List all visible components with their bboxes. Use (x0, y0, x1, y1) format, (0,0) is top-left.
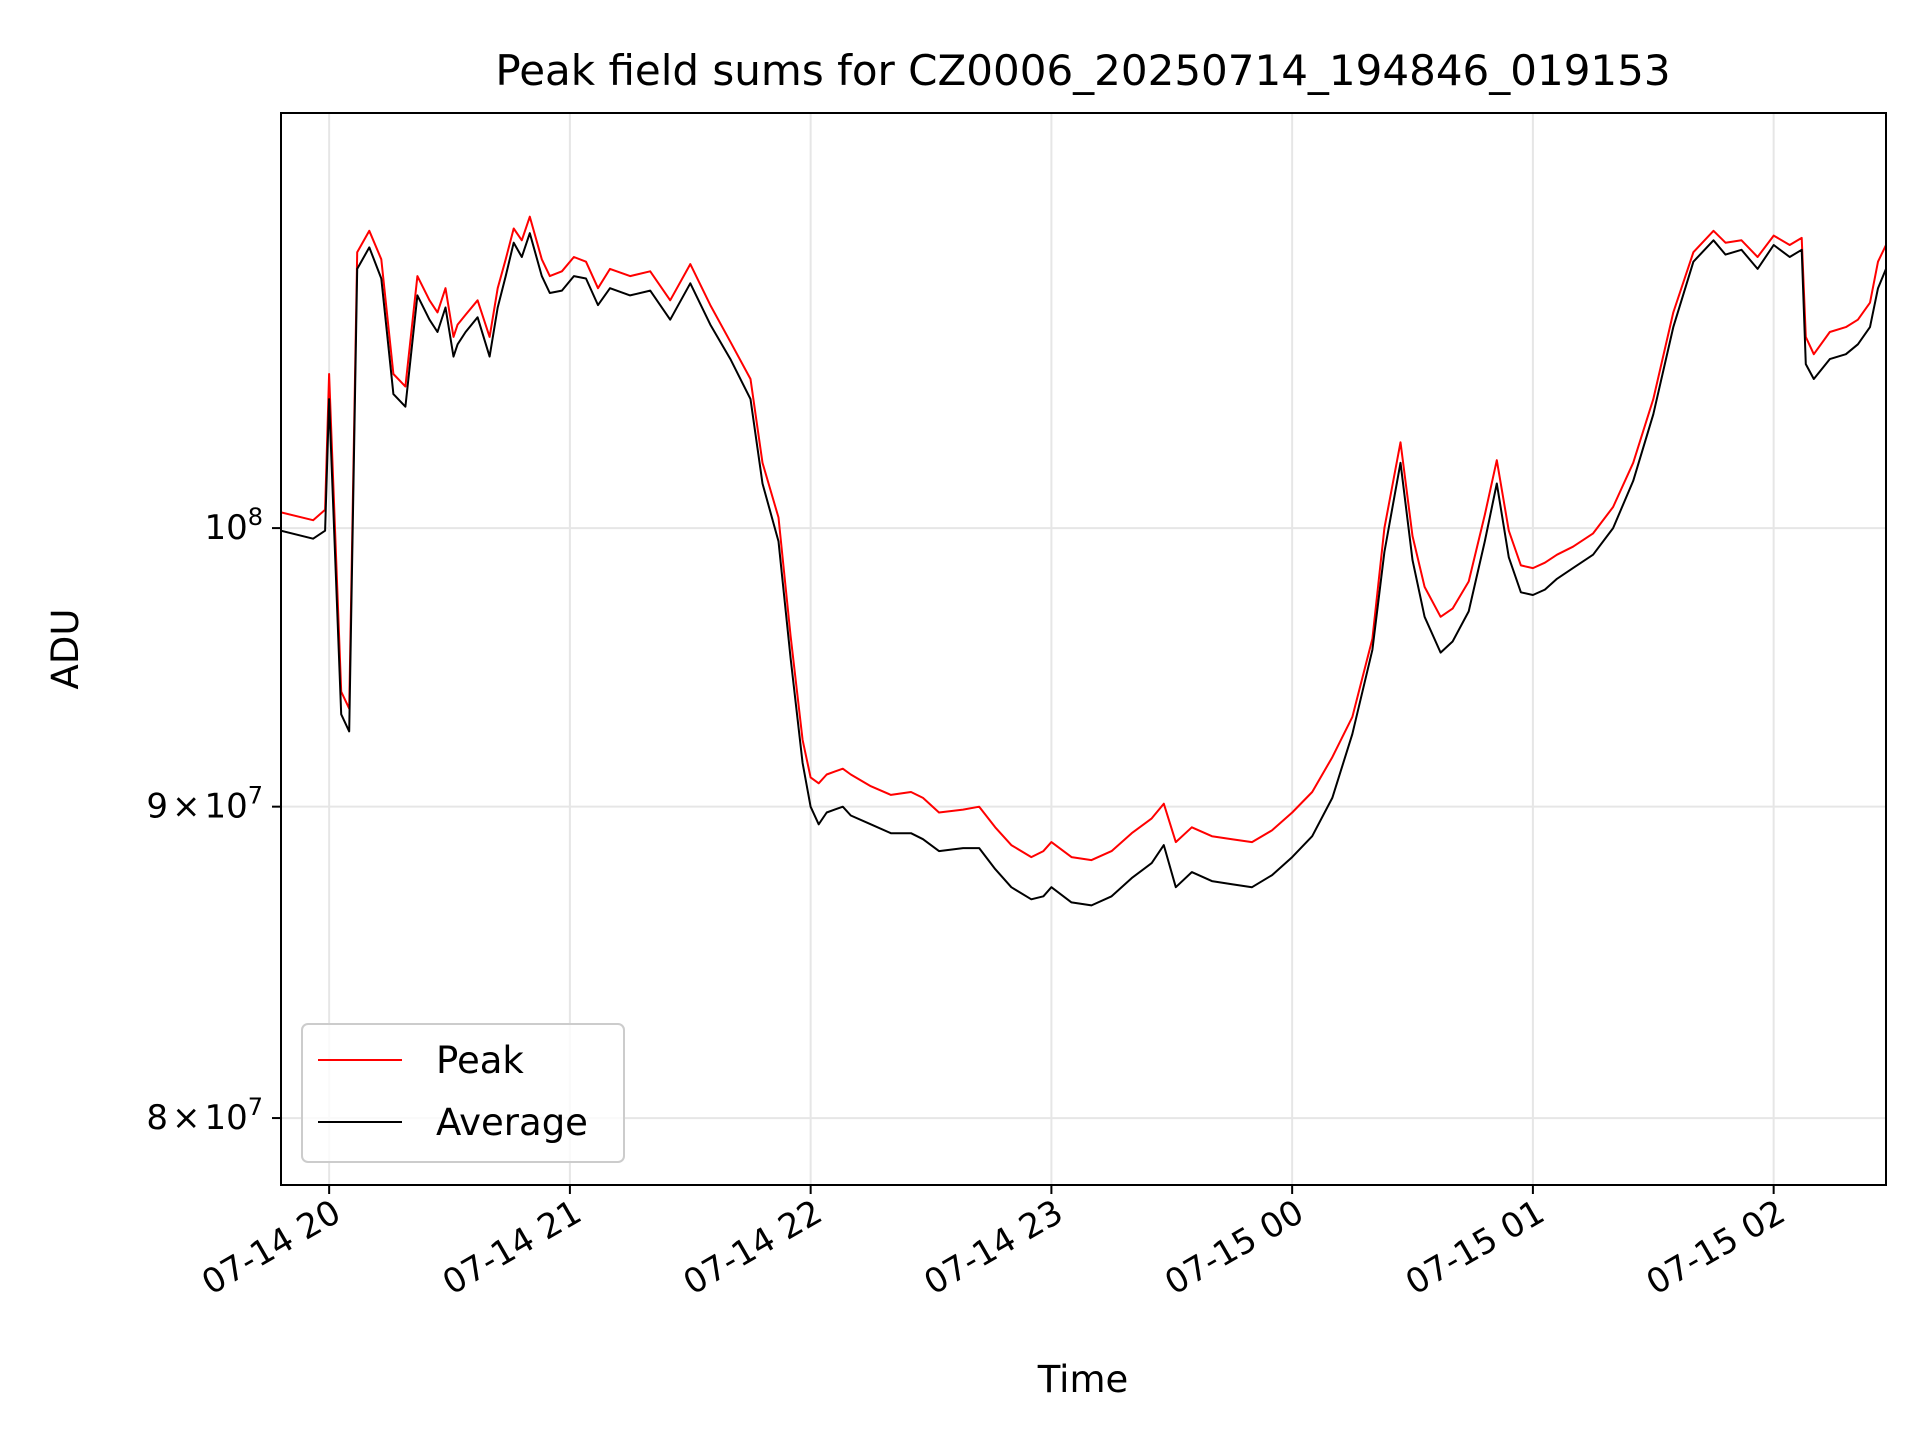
x-axis-title: Time (1037, 1358, 1129, 1401)
y-axis: 8 × 107 9 × 107 108 (146, 503, 281, 1138)
legend-label-average: Average (436, 1101, 588, 1144)
series-line-average (281, 232, 1886, 907)
series-lines (281, 215, 1886, 907)
plot-frame (280, 112, 1887, 1186)
legend: Peak Average (301, 1023, 625, 1163)
chart-title: Peak field sums for CZ0006_20250714_1948… (495, 46, 1670, 95)
plot-area (281, 215, 1886, 907)
legend-label-peak: Peak (436, 1039, 524, 1082)
y-tick-label: 8 × 107 (146, 1093, 263, 1138)
y-axis-title: ADU (44, 609, 87, 690)
series-line-peak (281, 215, 1886, 862)
legend-box (301, 1023, 625, 1163)
y-tick-label: 108 (204, 503, 263, 548)
plot-clip (281, 215, 1886, 907)
y-tick-label: 9 × 107 (146, 782, 263, 827)
